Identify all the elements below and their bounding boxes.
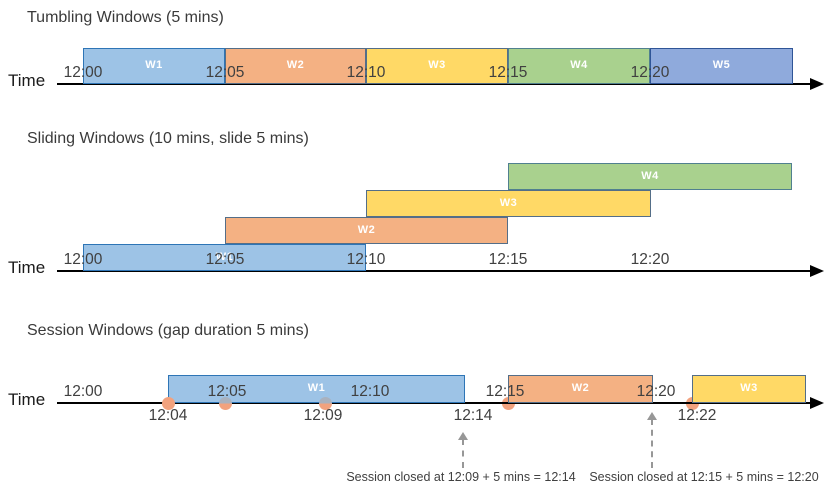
event-time-label-1214: 12:14 <box>453 407 493 424</box>
tick-label-session-1200: 12:00 <box>63 383 103 400</box>
window-sliding-w2: W2 <box>225 217 508 244</box>
tick-label-tumbling-1210: 12:10 <box>346 64 386 81</box>
event-dot <box>219 397 232 410</box>
tick-label-sliding-1200: 12:00 <box>63 251 103 268</box>
event-time-label-1204: 12:04 <box>148 407 188 424</box>
window-session-w3: W3 <box>692 375 806 403</box>
window-label-w3: W3 <box>499 196 518 209</box>
window-session-w2: W2 <box>508 375 653 403</box>
event-dot <box>319 397 332 410</box>
tick-label-session-1215: 12:15 <box>485 383 525 400</box>
window-label-w1: W1 <box>145 59 163 71</box>
window-label-w4: W4 <box>641 169 659 182</box>
window-label-w2: W2 <box>571 382 590 394</box>
window-label-w3: W3 <box>740 382 758 394</box>
session-title: Session Windows (gap duration 5 mins) <box>27 322 309 339</box>
annotation-arrow-line-2 <box>651 419 653 468</box>
window-sliding-w1: W1 <box>83 244 366 271</box>
session-axis-arrowhead-icon <box>810 397 824 409</box>
tick-label-tumbling-1220: 12:20 <box>630 64 670 81</box>
tumbling-axis <box>57 83 810 85</box>
window-session-w1: W1 <box>168 375 465 403</box>
sliding-title: Sliding Windows (10 mins, slide 5 mins) <box>27 130 309 147</box>
tick-label-session-1220: 12:20 <box>636 383 676 400</box>
event-dot <box>162 397 175 410</box>
tick-label-sliding-1205: 12:05 <box>205 251 245 268</box>
tick-label-session-1205: 12:05 <box>207 383 247 400</box>
event-time-label-1209: 12:09 <box>303 407 343 424</box>
tumbling-time-label: Time <box>8 71 46 90</box>
window-label-w4: W4 <box>570 59 588 71</box>
window-tumbling-w5: W5 <box>650 48 793 84</box>
tick-label-tumbling-1215: 12:15 <box>488 64 528 81</box>
annotation-arrowhead-icon-2 <box>647 412 657 420</box>
tick-label-sliding-1220: 12:20 <box>630 251 670 268</box>
window-tumbling-w4: W4 <box>508 48 650 84</box>
session-time-label: Time <box>8 390 46 409</box>
window-label-w1: W1 <box>215 250 234 263</box>
window-label-w1: W1 <box>307 382 326 394</box>
window-label-w2: W2 <box>357 223 376 236</box>
sliding-axis-arrowhead-icon <box>810 265 824 277</box>
annotation-arrow-line-1 <box>462 439 464 468</box>
window-tumbling-w3: W3 <box>366 48 508 84</box>
window-tumbling-w2: W2 <box>225 48 366 84</box>
sliding-axis <box>57 270 810 272</box>
window-tumbling-w1: W1 <box>83 48 225 84</box>
tumbling-title: Tumbling Windows (5 mins) <box>27 9 224 26</box>
window-label-w5: W5 <box>712 59 731 71</box>
annotation-text-2: Session closed at 12:15 + 5 mins = 12:20 <box>589 470 819 484</box>
window-label-w2: W2 <box>286 59 305 71</box>
session-axis <box>57 402 810 404</box>
annotation-text-1: Session closed at 12:09 + 5 mins = 12:14 <box>346 470 576 484</box>
window-sliding-w3: W3 <box>366 190 651 217</box>
tick-label-tumbling-1200: 12:00 <box>63 64 103 81</box>
annotation-arrowhead-icon-1 <box>458 432 468 440</box>
tick-label-sliding-1210: 12:10 <box>346 251 386 268</box>
tick-label-sliding-1215: 12:15 <box>488 251 528 268</box>
event-time-label-1222: 12:22 <box>677 407 717 424</box>
sliding-time-label: Time <box>8 258 46 277</box>
tumbling-axis-arrowhead-icon <box>810 78 824 90</box>
tick-label-tumbling-1205: 12:05 <box>205 64 245 81</box>
window-label-w3: W3 <box>428 59 446 71</box>
tick-label-session-1210: 12:10 <box>350 383 390 400</box>
window-sliding-w4: W4 <box>508 163 792 190</box>
